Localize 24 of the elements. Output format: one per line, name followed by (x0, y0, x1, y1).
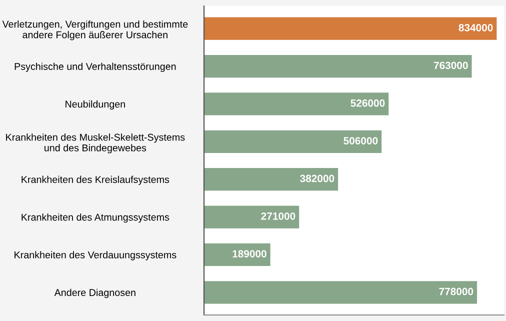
bar (204, 168, 338, 191)
data-label: 526000 (350, 99, 385, 107)
y-tick-label: Krankheiten des Muskel-Skelett-Systems und des Bindegewebes (6, 133, 185, 154)
data-label: 382000 (300, 174, 334, 182)
y-tick-label: Neubildungen (66, 100, 125, 110)
y-tick-label: Krankheiten des Atmungssystems (22, 213, 170, 223)
y-tick-label: Psychische und Verhaltensstörungen (14, 62, 176, 72)
bar (204, 243, 270, 266)
data-label: 834000 (458, 24, 493, 32)
data-label: 271000 (261, 212, 296, 220)
bar (204, 54, 472, 78)
bar (204, 17, 497, 40)
y-tick-label: Krankheiten des Verdauungssystems (14, 251, 176, 260)
y-tick-label: Krankheiten des Kreislaufsystems (22, 176, 170, 185)
bar (204, 281, 478, 304)
data-label: 189000 (232, 250, 266, 258)
bar (204, 206, 300, 228)
data-label: 763000 (434, 62, 468, 70)
bar (204, 92, 389, 116)
data-label: 778000 (439, 288, 474, 296)
y-tick-label: Andere Diagnosen (54, 288, 136, 298)
data-label: 506000 (344, 137, 378, 144)
y-tick-label: Verletzungen, Vergiftungen und bestimmte andere Folgen äußerer Ursachen (2, 20, 188, 40)
bar (204, 130, 382, 153)
